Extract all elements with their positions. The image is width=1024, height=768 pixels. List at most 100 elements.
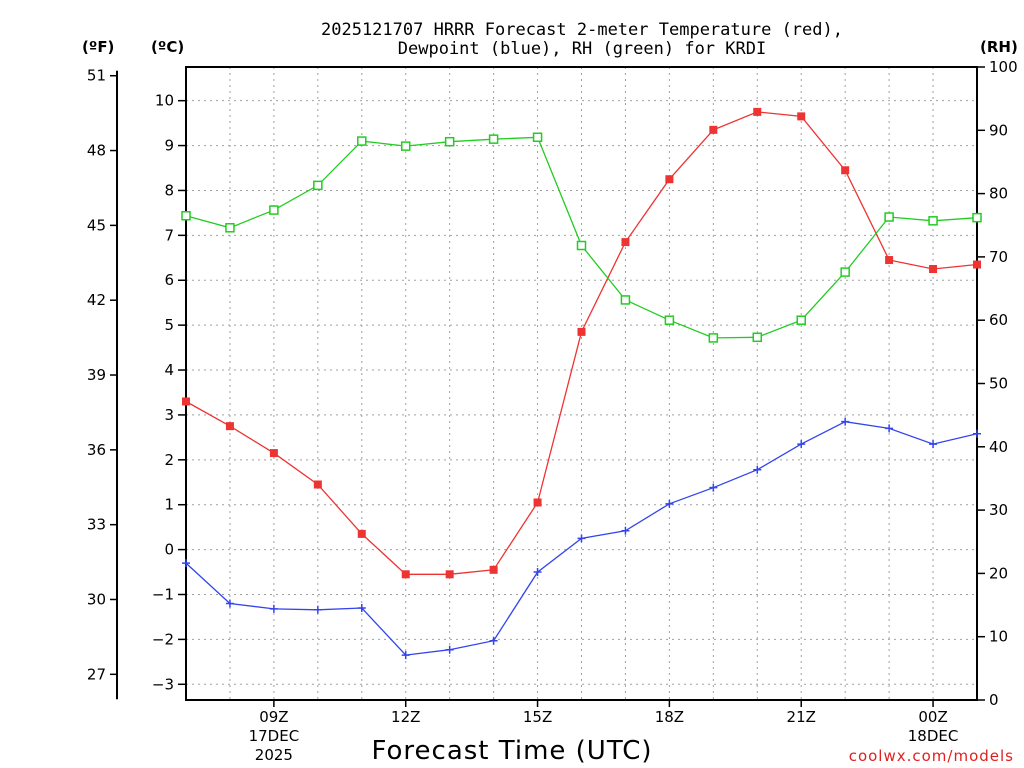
dewpoint-point — [753, 465, 762, 474]
x-tick-label: 21Z — [787, 708, 816, 726]
celsius-tick-label: 3 — [164, 406, 174, 424]
temperature-point — [885, 256, 894, 265]
fahrenheit-tick-label: 45 — [87, 216, 106, 234]
x-tick-label: 12Z — [391, 708, 420, 726]
dewpoint-point — [885, 424, 894, 433]
x-tick-label: 15Z — [523, 708, 552, 726]
fahrenheit-tick-label: 42 — [87, 291, 106, 309]
rh-point — [313, 180, 323, 191]
rh-point — [664, 315, 675, 325]
rh-point — [444, 136, 455, 147]
celsius-tick-label: 4 — [164, 361, 174, 379]
dewpoint-point — [577, 534, 586, 543]
rh-point — [972, 212, 982, 223]
fahrenheit-tick-label: 51 — [87, 67, 106, 85]
celsius-tick-label: 9 — [164, 137, 174, 155]
celsius-tick-label: −2 — [152, 630, 174, 648]
rh-tick-label: 40 — [989, 438, 1008, 456]
celsius-tick-label: 6 — [164, 271, 174, 289]
celsius-tick-label: 8 — [164, 181, 174, 199]
celsius-unit-label: (ºC) — [151, 38, 184, 56]
fahrenheit-tick-label: 48 — [87, 142, 106, 160]
rh-point — [708, 333, 719, 343]
rh-point — [796, 315, 806, 325]
temperature-point — [665, 175, 674, 184]
rh-tick-label: 0 — [989, 691, 999, 709]
fahrenheit-unit-label: (ºF) — [82, 38, 114, 56]
rh-point — [357, 136, 367, 146]
dewpoint-point — [973, 429, 981, 438]
temperature-point — [445, 570, 454, 579]
temperature-point — [401, 570, 410, 579]
celsius-tick-label: 1 — [164, 496, 174, 514]
celsius-tick-label: 7 — [164, 226, 174, 244]
axes: −3−2−10123456789102730333639424548510102… — [87, 58, 1018, 764]
dewpoint-point — [401, 651, 410, 660]
temperature-point — [533, 498, 542, 507]
temperature-point — [489, 565, 498, 574]
chart-title-line2: Dewpoint (blue), RH (green) for KRDI — [398, 39, 766, 59]
rh-unit-label: (RH) — [980, 38, 1018, 56]
temperature-point — [313, 480, 322, 489]
dewpoint-point — [709, 483, 718, 492]
x-tick-year-label: 2025 — [255, 746, 293, 764]
rh-point — [488, 134, 499, 144]
rh-tick-label: 60 — [989, 311, 1008, 329]
x-tick-label: 09Z — [259, 708, 288, 726]
celsius-tick-label: 0 — [164, 541, 174, 559]
temperature-point — [841, 166, 850, 175]
dewpoint-point — [489, 636, 498, 645]
temperature-point — [269, 449, 278, 458]
temperature-point — [577, 327, 586, 336]
rh-tick-label: 10 — [989, 628, 1008, 646]
celsius-tick-label: 10 — [155, 92, 174, 110]
rh-point — [576, 240, 587, 251]
dewpoint-point — [225, 599, 234, 608]
credit-text: coolwx.com/models — [849, 747, 1014, 765]
plot-frame — [185, 66, 978, 701]
fahrenheit-tick-label: 36 — [87, 441, 106, 459]
dewpoint-point — [929, 440, 938, 449]
rh-point — [532, 132, 543, 143]
dewpoint-point — [533, 568, 542, 577]
rh-tick-label: 80 — [989, 185, 1008, 203]
celsius-tick-label: −1 — [152, 586, 174, 604]
x-tick-label: 00Z — [918, 708, 947, 726]
rh-point — [752, 332, 763, 343]
temperature-point — [929, 265, 938, 274]
dewpoint-point — [357, 603, 366, 612]
dewpoint-point — [621, 526, 630, 535]
rh-point — [884, 212, 894, 222]
fahrenheit-tick-label: 27 — [87, 665, 106, 683]
temperature-point — [357, 529, 366, 538]
dewpoint-point — [269, 604, 278, 613]
temperature-point — [973, 260, 981, 269]
rh-tick-label: 30 — [989, 501, 1008, 519]
data-series — [181, 107, 982, 660]
temperature-point — [797, 112, 806, 121]
rh-tick-label: 90 — [989, 121, 1008, 139]
dewpoint-point — [797, 440, 806, 449]
fahrenheit-tick-label: 39 — [87, 366, 106, 384]
rh-point — [620, 295, 631, 305]
x-tick-label: 18Z — [655, 708, 684, 726]
celsius-tick-label: 2 — [164, 451, 174, 469]
temperature-point — [709, 125, 718, 134]
celsius-tick-label: 5 — [164, 316, 174, 334]
rh-point — [928, 216, 938, 226]
rh-point — [269, 205, 279, 215]
x-tick-date-label: 18DEC — [908, 727, 959, 745]
rh-tick-label: 100 — [989, 58, 1018, 76]
temperature-point — [225, 422, 234, 431]
dewpoint-point — [841, 417, 850, 426]
x-axis-label: Forecast Time (UTC) — [371, 736, 652, 766]
rh-point — [225, 223, 235, 233]
fahrenheit-tick-label: 33 — [87, 516, 106, 534]
dewpoint-point — [445, 645, 454, 654]
temperature-point — [182, 397, 190, 406]
rh-tick-label: 70 — [989, 248, 1008, 266]
temperature-point — [621, 238, 630, 247]
dewpoint-point — [665, 499, 674, 508]
x-tick-date-label: 17DEC — [249, 727, 300, 745]
